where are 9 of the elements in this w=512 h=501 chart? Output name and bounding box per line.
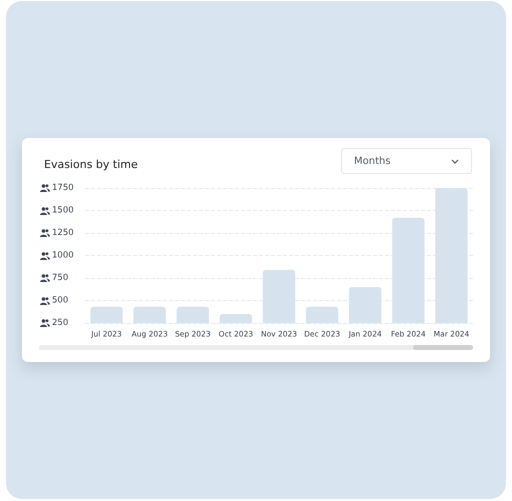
y-tick-label: 750 [52,273,68,283]
y-tick-label: 250 [52,318,68,328]
y-tick-label: 500 [52,296,68,306]
chart-title: Evasions by time [44,158,138,171]
text: Months [354,156,391,167]
y-tick-label: 1500 [52,206,74,216]
y-tick-label: 1750 [52,183,74,193]
y-tick-label: 1250 [52,228,74,238]
y-tick-label: 1000 [52,250,74,260]
